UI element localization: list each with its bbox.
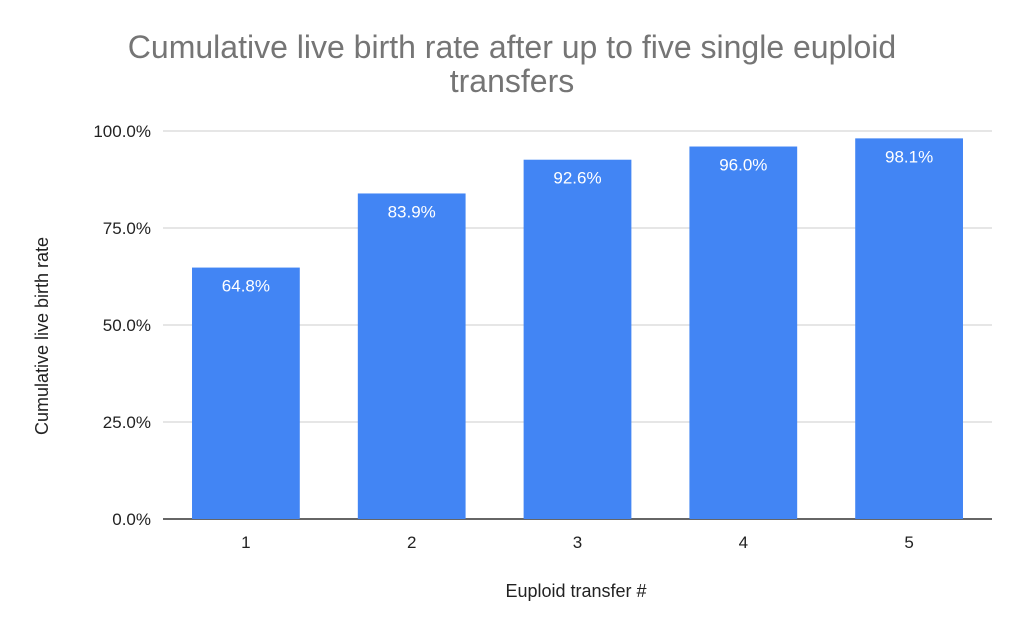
data-labels: 64.8% 83.9% 92.6% 96.0% 98.1% [222, 147, 933, 295]
bar [523, 159, 632, 519]
x-axis-title: Euploid transfer # [505, 581, 646, 601]
x-tick-label: 2 [407, 533, 416, 552]
data-label: 96.0% [719, 156, 767, 175]
bar [357, 193, 466, 519]
y-tick-label: 50.0% [103, 316, 151, 335]
bars [192, 138, 963, 519]
data-label: 98.1% [885, 147, 933, 166]
y-tick-label: 75.0% [103, 219, 151, 238]
bar [855, 138, 963, 519]
x-tick-label: 4 [739, 533, 748, 552]
x-tick-label: 5 [904, 533, 913, 552]
y-tick-label: 0.0% [112, 510, 151, 529]
chart-title: Cumulative live birth rate after up to f… [127, 29, 897, 99]
bar [192, 267, 300, 519]
x-tick-label: 3 [573, 533, 582, 552]
y-tick-label: 100.0% [93, 122, 151, 141]
x-tick-label: 1 [241, 533, 250, 552]
y-tick-label: 25.0% [103, 413, 151, 432]
bar [689, 146, 798, 519]
data-label: 92.6% [553, 169, 601, 188]
y-tick-labels: 0.0% 25.0% 50.0% 75.0% 100.0% [93, 122, 151, 529]
x-tick-labels: 1 2 3 4 5 [241, 533, 914, 552]
y-axis-title: Cumulative live birth rate [32, 237, 52, 435]
data-label: 64.8% [222, 277, 270, 296]
data-label: 83.9% [388, 202, 436, 221]
